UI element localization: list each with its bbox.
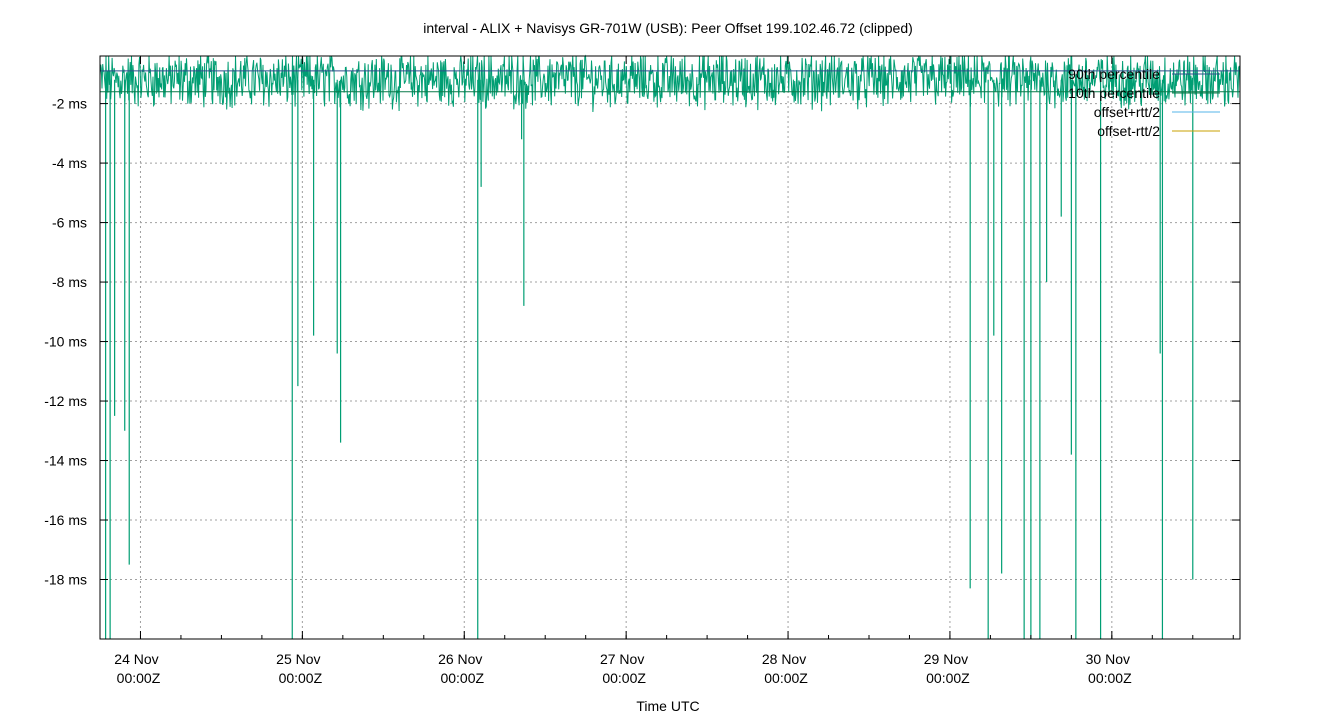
x-tick-label-date: 29 Nov	[924, 651, 968, 667]
y-tick-label: -6 ms	[52, 215, 87, 231]
x-axis-label: Time UTC	[636, 698, 699, 714]
x-tick-label-date: 27 Nov	[600, 651, 644, 667]
x-tick-label-date: 28 Nov	[762, 651, 806, 667]
x-tick-label-date: 30 Nov	[1086, 651, 1130, 667]
axis-ticks: -2 ms -4 ms -6 ms -8 ms -10 ms -12 ms -14 ms -1…	[44, 56, 1240, 686]
plot-area	[99, 54, 1241, 639]
y-tick-label: -12 ms	[44, 393, 87, 409]
legend-label: 10th percentile	[1068, 85, 1160, 101]
y-tick-label: -10 ms	[44, 334, 87, 350]
legend: 90th percentile 10th percentile offset+rtt…	[1068, 66, 1220, 139]
x-tick-label-time: 00:00Z	[602, 670, 646, 686]
x-tick-label-time: 00:00Z	[117, 670, 161, 686]
x-tick-label-date: 24 Nov	[114, 651, 158, 667]
plot-border	[99, 55, 1241, 640]
y-tick-label: -18 ms	[44, 572, 87, 588]
y-tick-label: -16 ms	[44, 512, 87, 528]
legend-label: 90th percentile	[1068, 66, 1160, 82]
y-tick-label: -8 ms	[52, 274, 87, 290]
grid	[100, 56, 1240, 639]
offset-series-line	[99, 54, 1241, 113]
y-tick-label: -2 ms	[52, 96, 87, 112]
x-tick-label-date: 25 Nov	[276, 651, 320, 667]
legend-label: offset+rtt/2	[1094, 104, 1160, 120]
x-tick-label-time: 00:00Z	[440, 670, 484, 686]
x-tick-label-time: 00:00Z	[926, 670, 970, 686]
chart-title: interval - ALIX + Navisys GR-701W (USB):…	[423, 20, 913, 36]
x-tick-label-time: 00:00Z	[1088, 670, 1132, 686]
x-tick-label-time: 00:00Z	[279, 670, 323, 686]
x-tick-label-time: 00:00Z	[764, 670, 808, 686]
legend-label: offset-rtt/2	[1097, 123, 1160, 139]
x-tick-label-date: 26 Nov	[438, 651, 482, 667]
y-tick-label: -14 ms	[44, 453, 87, 469]
y-tick-label: -4 ms	[52, 155, 87, 171]
